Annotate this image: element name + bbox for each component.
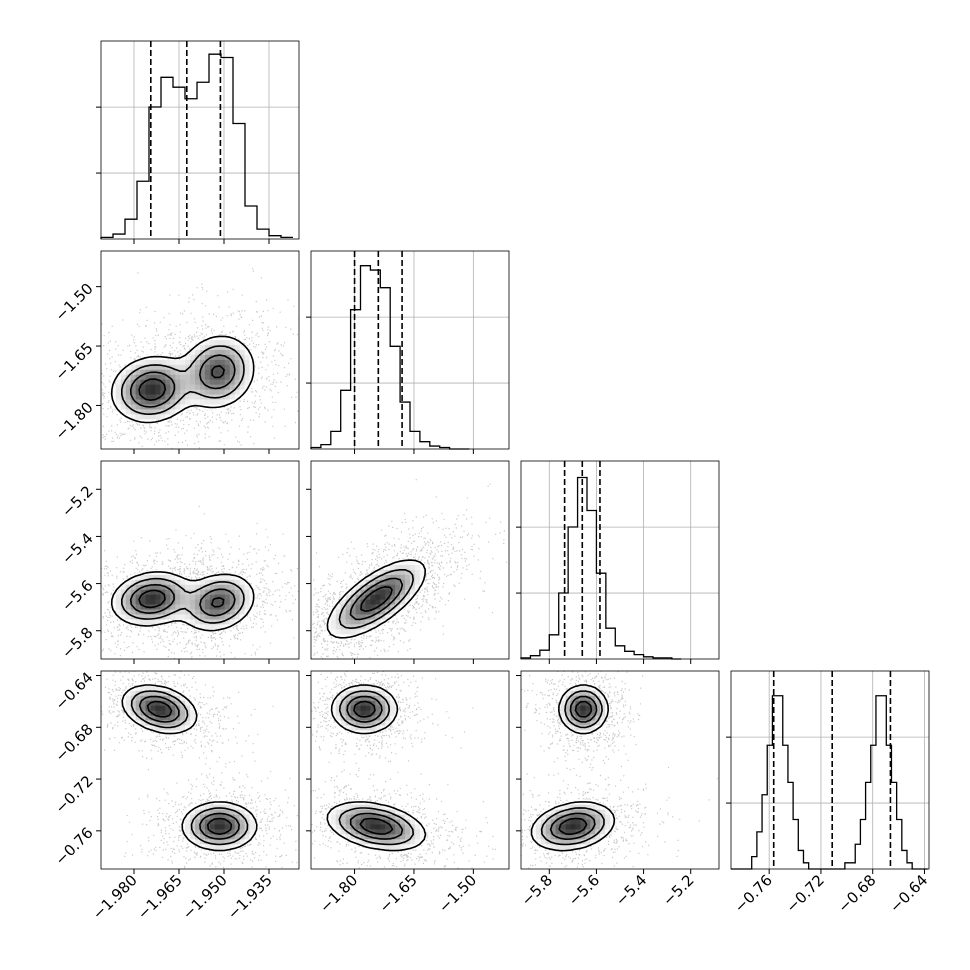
y-tick-label: −1.50 xyxy=(51,280,96,325)
histogram-step-line xyxy=(100,53,293,239)
y-tick-label: −5.4 xyxy=(58,529,96,567)
panel-frame xyxy=(100,670,300,870)
y-tick-label: −5.2 xyxy=(58,482,96,520)
scatter-panel-3-0 xyxy=(100,670,300,870)
scatter-panel-2-1 xyxy=(310,460,510,660)
scatter-panel-3-2 xyxy=(520,670,720,870)
scatter-points xyxy=(521,671,719,869)
contour-line xyxy=(349,577,404,621)
x-tick-label: −5.4 xyxy=(612,871,650,909)
y-tick-label: −0.64 xyxy=(51,668,96,713)
histogram-panel-3 xyxy=(726,670,930,870)
contour-line xyxy=(138,589,225,609)
x-tick-label: −0.68 xyxy=(834,871,879,916)
panel-frame xyxy=(100,460,300,660)
contour-line xyxy=(338,690,414,846)
x-tick-label: −0.72 xyxy=(783,871,828,916)
histogram-panel-2 xyxy=(516,460,720,660)
contour-line xyxy=(326,684,427,852)
contour-line xyxy=(558,700,593,836)
x-tick-label: −1.980 xyxy=(89,871,141,923)
panel-frame xyxy=(100,250,300,450)
y-tick-label: −0.76 xyxy=(51,824,96,869)
contour-line xyxy=(110,571,255,632)
panel-frame xyxy=(310,670,510,870)
panel-frame xyxy=(520,460,720,660)
contour-line xyxy=(346,695,404,840)
x-tick-label: −5.2 xyxy=(659,871,697,909)
histogram-step-line xyxy=(310,265,470,450)
x-tick-label: −1.50 xyxy=(435,871,480,916)
panel-background xyxy=(521,461,719,659)
contour-line xyxy=(353,700,394,835)
contour-line xyxy=(138,695,240,840)
contour-line xyxy=(121,684,258,852)
contour-line xyxy=(326,559,426,639)
x-tick-label: −5.6 xyxy=(565,871,603,909)
y-tick-label: −0.68 xyxy=(51,720,96,765)
contour-line xyxy=(549,695,598,840)
scatter-points xyxy=(311,479,508,659)
panel-frame xyxy=(310,250,510,450)
x-tick-label: −1.65 xyxy=(376,871,421,916)
panel-frame xyxy=(100,40,300,240)
y-tick-label: −5.8 xyxy=(58,624,96,662)
x-tick-label: −0.76 xyxy=(731,871,776,916)
panel-frame xyxy=(520,670,720,870)
contour-line xyxy=(540,690,605,846)
contour-line xyxy=(129,354,236,408)
x-tick-label: −1.80 xyxy=(316,871,361,916)
y-tick-label: −1.80 xyxy=(51,398,96,443)
panel-frame xyxy=(310,460,510,660)
contour-line xyxy=(138,365,225,401)
panel-background xyxy=(731,671,929,869)
contour-line xyxy=(360,586,393,612)
contour-line xyxy=(110,335,255,424)
y-tick-label: −0.72 xyxy=(51,772,96,817)
contour-line xyxy=(338,568,414,629)
contour-line xyxy=(129,583,236,617)
x-tick-label: −0.64 xyxy=(886,871,931,916)
y-tick-label: −5.6 xyxy=(58,577,96,615)
contour-line xyxy=(530,684,616,852)
x-tick-label: −1.935 xyxy=(224,871,276,923)
histogram-step-line xyxy=(520,476,682,660)
scatter-points xyxy=(311,671,496,869)
contour-line xyxy=(121,577,245,624)
scatter-panel-2-0 xyxy=(100,460,300,660)
scatter-panel-1-0 xyxy=(100,250,300,450)
x-tick-label: −1.965 xyxy=(134,871,186,923)
histogram-panel-1 xyxy=(306,250,510,450)
contour-line xyxy=(130,690,249,846)
contour-line xyxy=(146,700,233,835)
scatter-panel-3-1 xyxy=(310,670,510,870)
histogram-panel-0 xyxy=(96,40,300,240)
x-tick-label: −5.8 xyxy=(518,871,556,909)
contour-line xyxy=(121,345,245,415)
x-tick-label: −1.950 xyxy=(179,871,231,923)
panel-frame xyxy=(730,670,930,870)
y-tick-label: −1.65 xyxy=(51,339,96,384)
